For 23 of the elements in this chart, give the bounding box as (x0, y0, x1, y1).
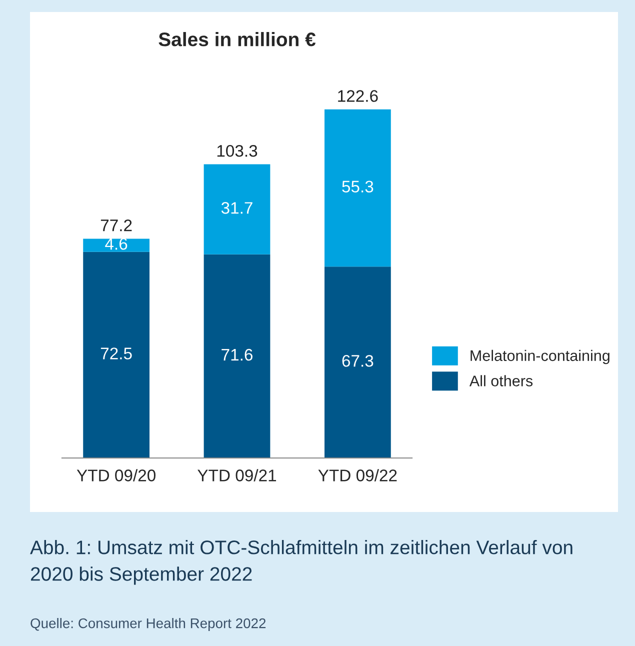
caption: Abb. 1: Umsatz mit OTC-Schlafmitteln im zeitlichen Verlauf von 2020 bis September 2022 (30, 540, 572, 585)
bar (324, 266, 391, 458)
total-label: 103.3 (217, 145, 258, 157)
data-label: 67.3 (342, 354, 374, 367)
data-label: 72.5 (100, 348, 132, 360)
x-tick-label: YTD 09/21 (198, 469, 276, 482)
data-label: 55.3 (342, 180, 374, 192)
x-tick-label: YTD 09/22 (318, 469, 397, 482)
data-label: 71.6 (222, 348, 252, 361)
data-label: 31.7 (221, 202, 252, 214)
source-note: Quelle: Consumer Health Report 2022 (30, 618, 266, 631)
x-tick-label: YTD 09/20 (76, 469, 156, 482)
data-label: 4.6 (105, 238, 128, 250)
bar (204, 164, 270, 254)
bar (324, 109, 391, 267)
total-label: 122.6 (338, 90, 378, 102)
bar (83, 238, 150, 252)
bar (204, 254, 270, 458)
bar (83, 252, 150, 458)
legend-label: All others (469, 375, 533, 386)
legend-label: Melatonin-containing (470, 350, 610, 364)
chart-title: Sales in million € (158, 32, 316, 46)
total-label: 77.2 (100, 219, 132, 232)
